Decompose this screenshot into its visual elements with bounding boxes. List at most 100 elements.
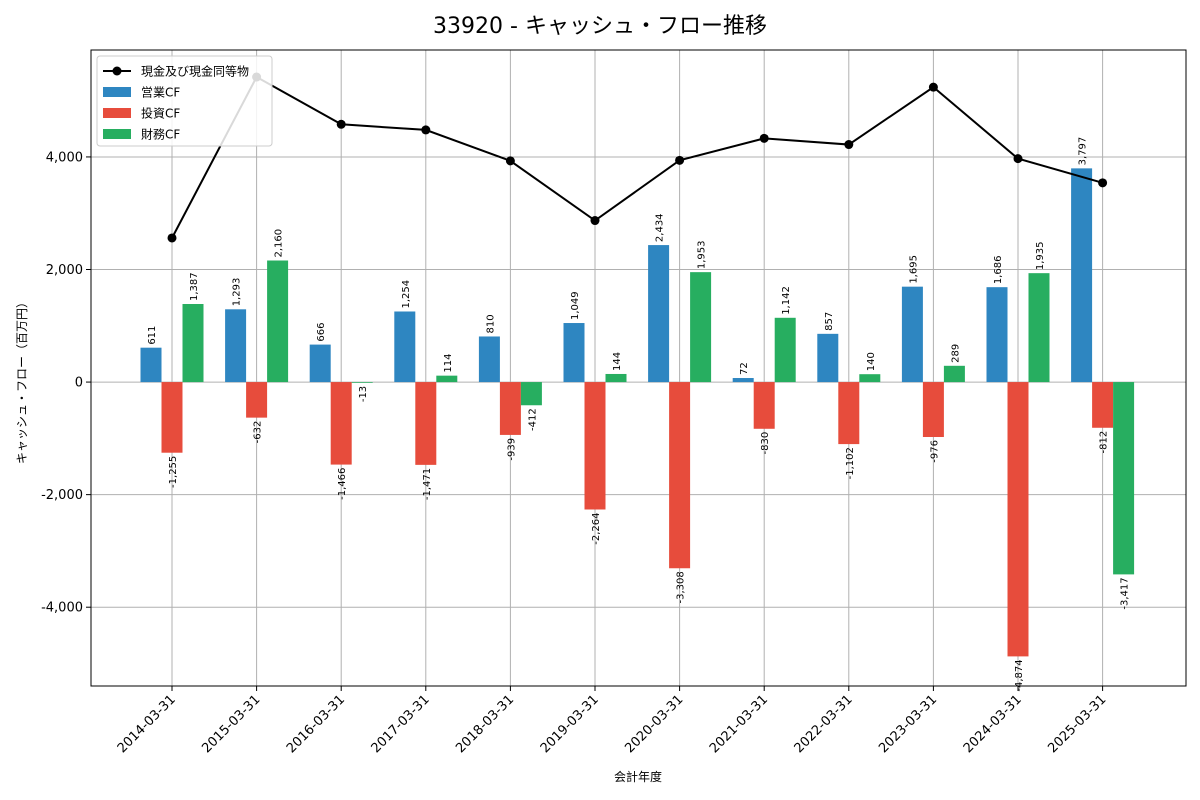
bar-営業CF bbox=[732, 378, 754, 383]
bar-value-label: 72 bbox=[739, 362, 750, 375]
cash-equivalents-point bbox=[759, 133, 769, 143]
bar-value-label: 666 bbox=[316, 322, 327, 341]
bar-財務CF bbox=[1113, 382, 1135, 575]
cash-equivalents-point bbox=[844, 140, 854, 150]
bar-営業CF bbox=[648, 245, 670, 383]
bar-財務CF bbox=[859, 374, 881, 383]
bar-value-label: -3,308 bbox=[676, 571, 687, 603]
x-tick-label: 2016-03-31 bbox=[284, 692, 348, 756]
bar-value-label: -830 bbox=[760, 432, 771, 455]
y-tick-label: -2,000 bbox=[41, 488, 83, 503]
bar-財務CF bbox=[182, 304, 204, 383]
y-tick-label: 2,000 bbox=[46, 263, 83, 278]
bar-営業CF bbox=[225, 309, 247, 383]
x-tick-label: 2022-03-31 bbox=[792, 692, 856, 756]
legend-box bbox=[96, 55, 273, 147]
cash-equivalents-point bbox=[336, 119, 346, 129]
bar-value-label: 1,686 bbox=[993, 256, 1004, 285]
bar-value-label: -412 bbox=[527, 408, 538, 431]
x-tick-label: 2015-03-31 bbox=[199, 692, 263, 756]
bar-営業CF bbox=[394, 311, 416, 383]
cash-equivalents-point bbox=[590, 216, 600, 226]
x-tick-label: 2018-03-31 bbox=[453, 692, 517, 756]
bar-value-label: -1,255 bbox=[168, 456, 179, 488]
bar-value-label: -1,466 bbox=[337, 468, 348, 500]
x-tick-label: 2021-03-31 bbox=[707, 692, 771, 756]
bar-投資CF bbox=[1092, 382, 1114, 428]
bar-財務CF bbox=[351, 382, 373, 383]
bar-value-label: 2,434 bbox=[655, 213, 666, 242]
bar-value-label: 810 bbox=[485, 314, 496, 333]
x-tick-label: 2025-03-31 bbox=[1045, 692, 1109, 756]
bar-投資CF bbox=[838, 382, 860, 445]
bar-value-label: -3,417 bbox=[1120, 577, 1131, 609]
bar-投資CF bbox=[161, 382, 183, 453]
bar-value-label: -939 bbox=[506, 438, 517, 461]
bar-投資CF bbox=[922, 382, 944, 438]
x-tick-label: 2014-03-31 bbox=[115, 692, 179, 756]
bar-value-label: 1,387 bbox=[189, 272, 200, 301]
bar-投資CF bbox=[415, 382, 437, 465]
bar-value-label: -812 bbox=[1099, 431, 1110, 454]
bar-投資CF bbox=[499, 382, 521, 435]
bar-value-label: 140 bbox=[866, 352, 877, 371]
bar-財務CF bbox=[690, 272, 712, 383]
bar-value-label: 1,935 bbox=[1035, 242, 1046, 271]
bar-財務CF bbox=[267, 260, 289, 383]
bar-value-label: -632 bbox=[253, 421, 264, 444]
legend-line-marker bbox=[112, 66, 122, 76]
bar-投資CF bbox=[1007, 382, 1029, 657]
bar-value-label: -1,102 bbox=[845, 447, 856, 479]
bar-投資CF bbox=[246, 382, 268, 418]
bar-投資CF bbox=[330, 382, 352, 465]
y-tick-label: -4,000 bbox=[41, 601, 83, 616]
cash-equivalents-point bbox=[421, 125, 431, 135]
bar-財務CF bbox=[520, 382, 542, 406]
bar-value-label: -13 bbox=[358, 386, 369, 402]
bar-value-label: 2,160 bbox=[274, 229, 285, 258]
bar-value-label: 3,797 bbox=[1078, 137, 1089, 166]
legend-entry: 投資CF bbox=[141, 106, 180, 121]
bar-value-label: 1,142 bbox=[781, 286, 792, 315]
legend-entry: 現金及び現金同等物 bbox=[141, 64, 249, 79]
cash-equivalents-point bbox=[675, 155, 685, 165]
x-tick-label: 2020-03-31 bbox=[622, 692, 686, 756]
cash-equivalents-point bbox=[505, 156, 515, 166]
legend-bar-swatch bbox=[103, 129, 131, 139]
bar-value-label: -1,471 bbox=[422, 468, 433, 500]
cash-equivalents-line bbox=[171, 75, 1103, 239]
y-tick-label: 4,000 bbox=[46, 150, 83, 165]
bar-value-label: 114 bbox=[443, 354, 454, 373]
bar-value-label: 1,049 bbox=[570, 291, 581, 320]
legend-bar-swatch bbox=[103, 87, 131, 97]
bar-投資CF bbox=[753, 382, 775, 429]
bar-value-label: 1,953 bbox=[697, 241, 708, 270]
bar-財務CF bbox=[943, 365, 965, 383]
bar-営業CF bbox=[140, 347, 162, 383]
y-axis-label: キャッシュ・フロー（百万円） bbox=[15, 296, 29, 464]
bar-value-label: 611 bbox=[147, 326, 158, 345]
bar-value-label: 1,293 bbox=[232, 278, 243, 307]
bar-value-label: -976 bbox=[929, 440, 940, 463]
bar-投資CF bbox=[669, 382, 691, 569]
legend-entry: 営業CF bbox=[141, 86, 180, 100]
bar-財務CF bbox=[774, 317, 796, 383]
legend-entry: 財務CF bbox=[141, 127, 180, 142]
bar-営業CF bbox=[901, 286, 923, 383]
bar-営業CF bbox=[817, 333, 839, 383]
y-tick-label: 0 bbox=[75, 376, 83, 391]
bar-value-label: 857 bbox=[824, 312, 835, 331]
bar-財務CF bbox=[1028, 273, 1050, 383]
bar-value-label: 1,254 bbox=[401, 280, 412, 309]
chart-title: 33920 - キャッシュ・フロー推移 bbox=[433, 14, 767, 39]
x-tick-label: 2023-03-31 bbox=[876, 692, 940, 756]
cash-equivalents-point bbox=[1098, 178, 1108, 188]
cash-equivalents-point bbox=[1013, 154, 1023, 164]
bar-営業CF bbox=[309, 344, 331, 383]
bar-営業CF bbox=[478, 336, 500, 383]
bar-財務CF bbox=[436, 375, 458, 383]
bar-value-label: 144 bbox=[612, 352, 623, 371]
bar-投資CF bbox=[584, 382, 606, 510]
